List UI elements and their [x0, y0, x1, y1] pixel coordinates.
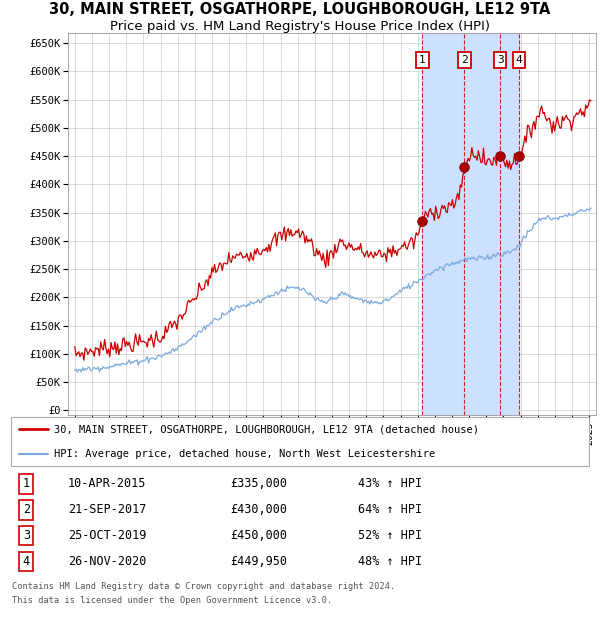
- Text: 2: 2: [23, 503, 30, 516]
- Text: 1: 1: [419, 55, 426, 65]
- Text: 48% ↑ HPI: 48% ↑ HPI: [358, 555, 422, 568]
- Text: Contains HM Land Registry data © Crown copyright and database right 2024.: Contains HM Land Registry data © Crown c…: [12, 582, 395, 591]
- Text: 4: 4: [515, 55, 522, 65]
- Text: £335,000: £335,000: [230, 477, 287, 490]
- Text: £449,950: £449,950: [230, 555, 287, 568]
- Text: 10-APR-2015: 10-APR-2015: [68, 477, 146, 490]
- Text: Price paid vs. HM Land Registry's House Price Index (HPI): Price paid vs. HM Land Registry's House …: [110, 20, 490, 33]
- Text: 2: 2: [461, 55, 468, 65]
- Bar: [422, 33, 519, 415]
- Text: 3: 3: [497, 55, 503, 65]
- Text: 25-OCT-2019: 25-OCT-2019: [68, 529, 146, 542]
- Text: This data is licensed under the Open Government Licence v3.0.: This data is licensed under the Open Gov…: [12, 596, 332, 605]
- Text: 21-SEP-2017: 21-SEP-2017: [68, 503, 146, 516]
- Text: 43% ↑ HPI: 43% ↑ HPI: [358, 477, 422, 490]
- Text: 30, MAIN STREET, OSGATHORPE, LOUGHBOROUGH, LE12 9TA (detached house): 30, MAIN STREET, OSGATHORPE, LOUGHBOROUG…: [53, 424, 479, 434]
- Text: 26-NOV-2020: 26-NOV-2020: [68, 555, 146, 568]
- Text: 4: 4: [23, 555, 30, 568]
- Text: 1: 1: [23, 477, 30, 490]
- Text: £430,000: £430,000: [230, 503, 287, 516]
- Text: 64% ↑ HPI: 64% ↑ HPI: [358, 503, 422, 516]
- Text: 30, MAIN STREET, OSGATHORPE, LOUGHBOROUGH, LE12 9TA: 30, MAIN STREET, OSGATHORPE, LOUGHBOROUG…: [49, 2, 551, 17]
- Text: HPI: Average price, detached house, North West Leicestershire: HPI: Average price, detached house, Nort…: [53, 449, 435, 459]
- Text: 3: 3: [23, 529, 30, 542]
- Text: £450,000: £450,000: [230, 529, 287, 542]
- Text: 52% ↑ HPI: 52% ↑ HPI: [358, 529, 422, 542]
- FancyBboxPatch shape: [11, 417, 589, 466]
